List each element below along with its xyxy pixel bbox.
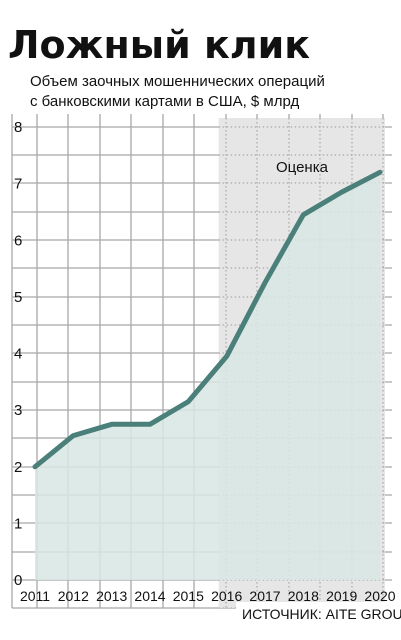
source-background [236,602,401,624]
area-fill [35,172,380,581]
y-tick-label: 0 [14,572,22,589]
y-tick-labels: 0 1 2 3 4 5 6 7 8 [14,119,22,589]
x-tick-label: 2014 [134,588,165,604]
x-tick-label: 2015 [173,588,204,604]
chart-title: Ложный клик [8,23,310,67]
x-tick-label: 2019 [326,588,357,604]
y-tick-label: 1 [14,515,22,532]
forecast-label: Оценка [276,159,329,176]
x-tick-label: 2013 [96,588,127,604]
y-tick-label: 8 [14,119,22,136]
x-tick-label: 2011 [20,588,50,604]
x-tick-label: 2018 [288,588,319,604]
y-tick-label: 5 [14,289,22,306]
x-tick-label: 2017 [249,588,280,604]
x-tick-labels: 2011 2012 2013 2014 2015 2016 2017 2018 2019 2020 [20,588,396,604]
x-tick-label: 2012 [58,588,89,604]
y-tick-label: 6 [14,232,22,249]
series-line [32,169,383,470]
y-tick-label: 3 [14,402,22,419]
chart-subtitle-line-2: с банковскими картами в США, $ млрд [30,93,299,110]
x-tick-label: 2020 [364,588,395,604]
y-tick-label: 2 [14,459,22,476]
chart-subtitle-line-1: Объем заочных мошеннических операций [30,73,325,90]
x-tick-label: 2016 [211,588,242,604]
source-note: ИСТОЧНИК: AITE GROUP [242,606,401,622]
y-tick-label: 4 [14,346,22,363]
y-tick-label: 7 [14,176,22,193]
header-background [0,0,401,114]
